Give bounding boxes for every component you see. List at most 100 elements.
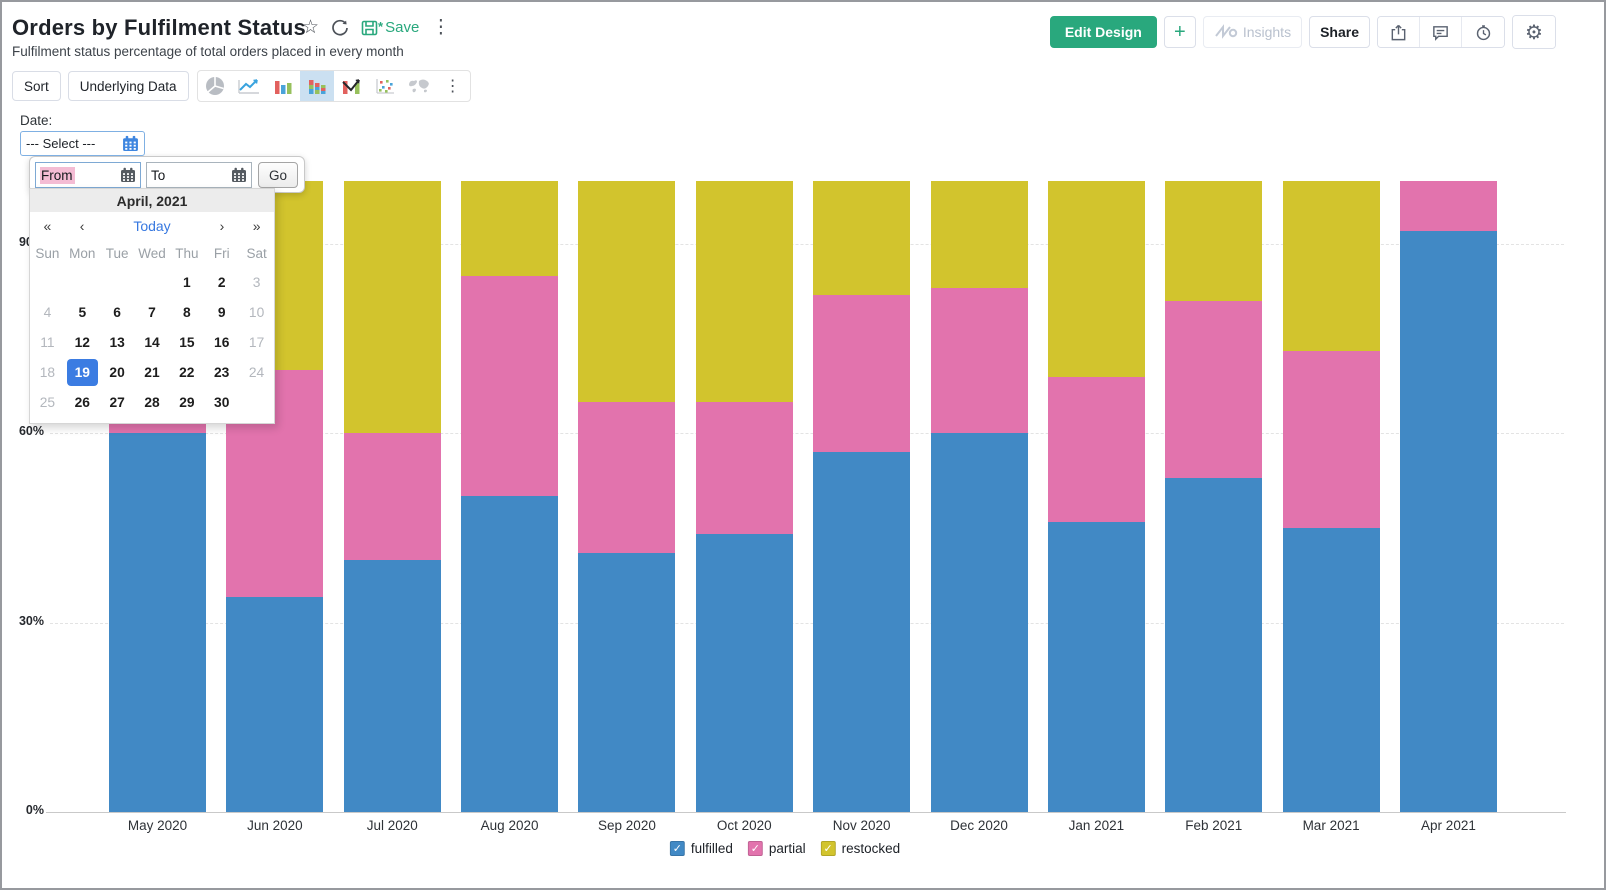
- bar-segment-restocked[interactable]: [343, 181, 441, 434]
- bar-segment-fulfilled[interactable]: [813, 452, 911, 812]
- day-cell-14[interactable]: 14: [144, 334, 160, 350]
- bar-segment-restocked[interactable]: [813, 181, 911, 295]
- next-year-button[interactable]: »: [252, 217, 261, 234]
- day-cell-6[interactable]: 6: [113, 304, 121, 320]
- gear-icon[interactable]: ⚙: [1513, 16, 1555, 48]
- bar-chart-icon[interactable]: [266, 71, 300, 101]
- bar-segment-partial[interactable]: [695, 401, 793, 535]
- to-date-input[interactable]: To: [146, 162, 252, 188]
- bar-segment-restocked[interactable]: [930, 181, 1028, 289]
- bar-segment-fulfilled[interactable]: [461, 496, 559, 812]
- day-cell-23[interactable]: 23: [213, 364, 230, 380]
- export-icon[interactable]: [1378, 17, 1420, 47]
- bar-segment-fulfilled[interactable]: [578, 553, 676, 812]
- day-cell-12[interactable]: 12: [74, 334, 90, 350]
- calendar-icon[interactable]: [120, 167, 136, 183]
- legend-checkbox[interactable]: ✓: [820, 841, 836, 856]
- day-cell-22[interactable]: 22: [179, 364, 195, 380]
- bar-segment-restocked[interactable]: [578, 181, 676, 402]
- bar-segment-restocked[interactable]: [695, 181, 793, 402]
- day-cell-16[interactable]: 16: [214, 334, 230, 350]
- edit-design-button[interactable]: Edit Design: [1049, 16, 1157, 48]
- legend-item-restocked[interactable]: ✓ restocked: [820, 841, 900, 856]
- bar-segment-partial[interactable]: [930, 288, 1028, 434]
- day-cell-8[interactable]: 8: [183, 304, 191, 320]
- day-cell-9[interactable]: 9: [217, 304, 226, 320]
- bar-segment-partial[interactable]: [578, 401, 676, 554]
- scatter-chart-icon[interactable]: [368, 71, 402, 101]
- day-cell-13[interactable]: 13: [109, 334, 125, 350]
- day-cell-15[interactable]: 15: [179, 334, 195, 350]
- sort-button[interactable]: Sort: [12, 71, 61, 101]
- bar-segment-fulfilled[interactable]: [1399, 231, 1497, 812]
- day-cell-20[interactable]: 20: [109, 364, 125, 380]
- day-name: Sat: [246, 245, 267, 261]
- pie-chart-icon[interactable]: [198, 71, 232, 101]
- legend-checkbox[interactable]: ✓: [669, 841, 685, 856]
- stacked-bar-chart-icon[interactable]: [299, 71, 334, 101]
- gridline: [50, 433, 1564, 435]
- legend-item-partial[interactable]: ✓ partial: [747, 841, 806, 856]
- bar-segment-fulfilled[interactable]: [1165, 477, 1263, 812]
- star-icon[interactable]: ☆: [302, 17, 320, 38]
- legend-item-fulfilled[interactable]: ✓ fulfilled: [669, 841, 733, 856]
- bar-segment-fulfilled[interactable]: [1282, 528, 1380, 812]
- kebab-menu-icon[interactable]: ⋮: [431, 17, 451, 38]
- bar-segment-fulfilled[interactable]: [109, 433, 206, 812]
- day-cell-5[interactable]: 5: [78, 304, 87, 320]
- day-cell-7[interactable]: 7: [148, 304, 156, 320]
- bar-segment-fulfilled[interactable]: [226, 597, 324, 812]
- comment-icon[interactable]: [1420, 17, 1462, 47]
- day-cell-19[interactable]: 19: [66, 358, 98, 386]
- alarm-icon[interactable]: [1462, 17, 1504, 47]
- insights-button[interactable]: Insights: [1202, 16, 1303, 48]
- legend-checkbox[interactable]: ✓: [747, 841, 763, 856]
- share-button[interactable]: Share: [1309, 16, 1370, 48]
- bar-segment-partial[interactable]: [813, 294, 911, 453]
- save-icon[interactable]: * Save: [361, 19, 419, 37]
- day-cell-27[interactable]: 27: [109, 394, 125, 410]
- bar-segment-restocked[interactable]: [1047, 181, 1145, 377]
- add-button[interactable]: +: [1163, 16, 1196, 48]
- bar-segment-partial[interactable]: [1399, 181, 1497, 232]
- bar-segment-fulfilled[interactable]: [930, 433, 1028, 812]
- day-cell-26[interactable]: 26: [74, 394, 90, 410]
- day-cell-30[interactable]: 30: [214, 394, 230, 410]
- bar-segment-restocked[interactable]: [1165, 181, 1263, 301]
- day-name: Tue: [105, 245, 129, 261]
- calendar-icon[interactable]: [231, 167, 247, 183]
- x-axis-label: May 2020: [127, 818, 188, 833]
- bar-segment-restocked[interactable]: [461, 181, 559, 276]
- bar-segment-restocked[interactable]: [1282, 181, 1380, 352]
- today-button[interactable]: Today: [133, 217, 171, 234]
- date-filter-select[interactable]: --- Select ---: [20, 131, 145, 156]
- bar-segment-partial[interactable]: [343, 433, 441, 560]
- refresh-icon[interactable]: [331, 19, 349, 37]
- next-month-button[interactable]: ›: [219, 217, 225, 234]
- day-cell-28[interactable]: 28: [144, 394, 160, 410]
- day-cell-21[interactable]: 21: [144, 364, 160, 380]
- go-button[interactable]: Go: [258, 162, 298, 188]
- more-chart-types-icon[interactable]: ⋮: [444, 78, 461, 95]
- underlying-data-button[interactable]: Underlying Data: [67, 71, 189, 101]
- bar-segment-partial[interactable]: [1282, 351, 1380, 529]
- y-axis-tick: 30%: [18, 613, 44, 628]
- bar-segment-partial[interactable]: [461, 275, 559, 497]
- day-cell-29[interactable]: 29: [179, 394, 195, 410]
- prev-year-button[interactable]: «: [43, 217, 52, 234]
- map-chart-icon[interactable]: [402, 71, 436, 101]
- x-axis-label: Feb 2021: [1185, 818, 1243, 833]
- bar-segment-fulfilled[interactable]: [695, 534, 793, 812]
- combo-chart-icon[interactable]: [334, 71, 368, 101]
- day-cell-1[interactable]: 1: [183, 274, 191, 290]
- bar-segment-fulfilled[interactable]: [343, 559, 441, 812]
- bar-segment-partial[interactable]: [1047, 376, 1145, 522]
- day-cell-2[interactable]: 2: [217, 274, 226, 290]
- bar-segment-fulfilled[interactable]: [1047, 521, 1145, 812]
- line-chart-icon[interactable]: [232, 71, 266, 101]
- prev-month-button[interactable]: ‹: [79, 217, 85, 234]
- from-date-input[interactable]: From: [35, 162, 141, 188]
- bar-segment-partial[interactable]: [1165, 300, 1263, 478]
- bar-oct-2020: [695, 181, 793, 812]
- day-name: Fri: [213, 245, 230, 261]
